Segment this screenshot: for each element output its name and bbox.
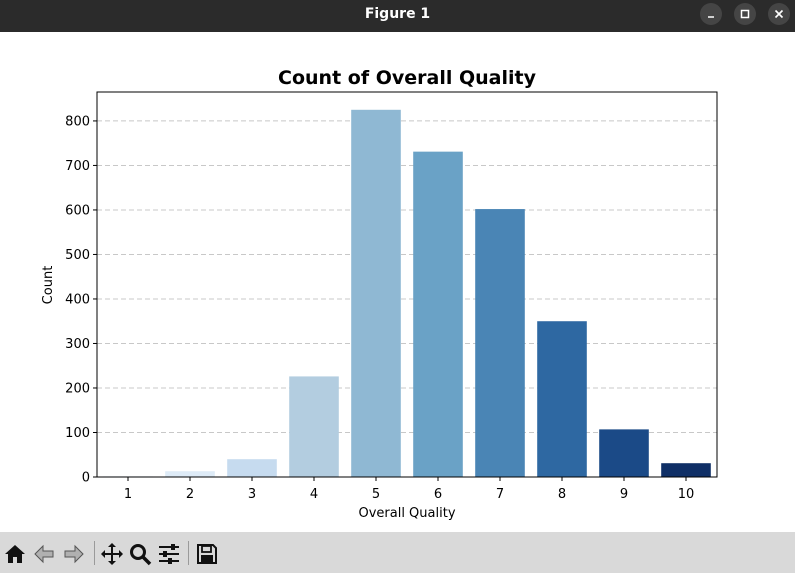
x-tick-label: 3	[248, 487, 256, 502]
window-title: Figure 1	[364, 6, 431, 22]
toolbar-separator	[188, 541, 189, 565]
navigation-toolbar	[0, 532, 795, 573]
bar-7	[475, 209, 525, 477]
bar-8	[537, 321, 587, 477]
x-axis-ticks: 1 2 3 4 5 6 7 8 9 10	[124, 477, 694, 502]
y-tick-label: 600	[65, 203, 90, 218]
bar-6	[413, 151, 463, 478]
minimize-icon	[708, 16, 714, 18]
x-tick-label: 4	[310, 487, 318, 502]
bars	[103, 109, 711, 478]
y-axis-label: Count	[41, 266, 56, 305]
pan-button[interactable]	[98, 540, 126, 568]
x-axis-label: Overall Quality	[358, 506, 455, 521]
bar-3	[227, 459, 277, 477]
x-tick-label: 9	[620, 487, 628, 502]
y-tick-label: 500	[65, 248, 90, 263]
y-tick-label: 300	[65, 337, 90, 352]
close-icon	[774, 9, 784, 19]
bar-5	[351, 109, 401, 477]
y-tick-label: 200	[65, 381, 90, 396]
bar-4	[289, 376, 339, 477]
x-tick-label: 2	[186, 487, 194, 502]
window-titlebar[interactable]: Figure 1	[0, 0, 795, 32]
floppy-disk-icon	[197, 544, 217, 564]
plot-frame	[96, 91, 718, 478]
x-tick-label: 5	[372, 487, 380, 502]
maximize-button[interactable]	[734, 3, 756, 25]
x-tick-label: 6	[434, 487, 442, 502]
y-tick-label: 700	[65, 159, 90, 174]
forward-button[interactable]	[60, 540, 88, 568]
close-button[interactable]	[768, 3, 790, 25]
x-tick-label: 8	[558, 487, 566, 502]
configure-subplots-button[interactable]	[155, 540, 183, 568]
bar-2	[165, 471, 215, 477]
figure-canvas: Count of Overall Quality 010020030040050…	[41, 67, 718, 521]
chart-title: Count of Overall Quality	[278, 67, 537, 89]
gridlines	[97, 120, 717, 478]
back-arrow-icon	[34, 544, 54, 564]
move-icon	[101, 543, 123, 565]
minimize-button[interactable]	[700, 3, 722, 25]
x-tick-label: 7	[496, 487, 504, 502]
bar-9	[599, 429, 649, 477]
sliders-icon	[159, 544, 179, 564]
save-button[interactable]	[193, 540, 221, 568]
home-icon	[5, 545, 25, 563]
home-button[interactable]	[1, 540, 29, 568]
toolbar-separator	[94, 541, 95, 565]
bar-10	[661, 463, 711, 477]
magnifier-icon	[130, 544, 152, 566]
y-axis-ticks: 0 100 200 300 400 500 600 700 800	[65, 114, 97, 486]
zoom-button[interactable]	[126, 540, 154, 568]
y-tick-label: 400	[65, 292, 90, 307]
y-tick-label: 800	[65, 114, 90, 129]
y-tick-label: 100	[65, 426, 90, 441]
back-button[interactable]	[30, 540, 58, 568]
x-tick-label: 10	[678, 487, 695, 502]
forward-arrow-icon	[64, 544, 84, 564]
x-tick-label: 1	[124, 487, 132, 502]
y-tick-label: 0	[82, 471, 90, 486]
maximize-icon	[740, 9, 750, 19]
